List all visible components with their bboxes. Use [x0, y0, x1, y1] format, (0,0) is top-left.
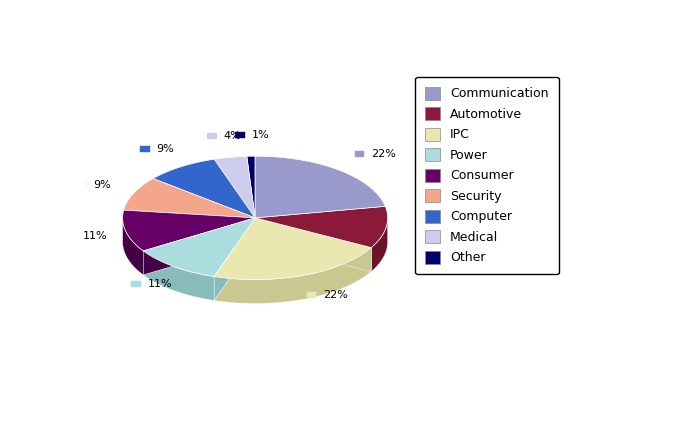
Polygon shape	[214, 218, 255, 300]
Polygon shape	[214, 156, 255, 218]
Polygon shape	[153, 159, 255, 218]
Bar	[306, 292, 316, 299]
Legend: Communication, Automotive, IPC, Power, Consumer, Security, Computer, Medical, Ot: Communication, Automotive, IPC, Power, C…	[415, 77, 559, 275]
Text: 4%: 4%	[224, 131, 241, 141]
Polygon shape	[122, 210, 255, 251]
Polygon shape	[214, 218, 255, 300]
Text: 11%: 11%	[147, 279, 172, 289]
Bar	[77, 182, 86, 188]
Polygon shape	[255, 218, 371, 271]
Text: 11%: 11%	[83, 231, 107, 241]
Polygon shape	[124, 178, 255, 218]
Bar	[140, 146, 150, 152]
Bar	[207, 133, 217, 139]
Text: 9%: 9%	[93, 180, 111, 190]
Polygon shape	[255, 206, 388, 247]
Bar	[131, 281, 141, 287]
Polygon shape	[143, 251, 214, 300]
Bar	[235, 132, 245, 138]
Text: 22%: 22%	[371, 149, 396, 159]
Bar	[355, 150, 365, 157]
Polygon shape	[143, 218, 255, 275]
Polygon shape	[143, 218, 255, 275]
Polygon shape	[143, 218, 255, 276]
Bar	[417, 228, 427, 234]
Text: 22%: 22%	[323, 290, 347, 300]
Polygon shape	[214, 247, 371, 303]
Polygon shape	[122, 218, 143, 275]
Text: 9%: 9%	[157, 144, 174, 154]
Polygon shape	[371, 218, 388, 271]
Text: 1%: 1%	[252, 129, 269, 140]
Polygon shape	[255, 156, 385, 218]
Bar	[66, 233, 76, 239]
Polygon shape	[247, 156, 255, 218]
Polygon shape	[214, 218, 371, 279]
Text: 11%: 11%	[434, 226, 458, 236]
Polygon shape	[255, 218, 371, 271]
